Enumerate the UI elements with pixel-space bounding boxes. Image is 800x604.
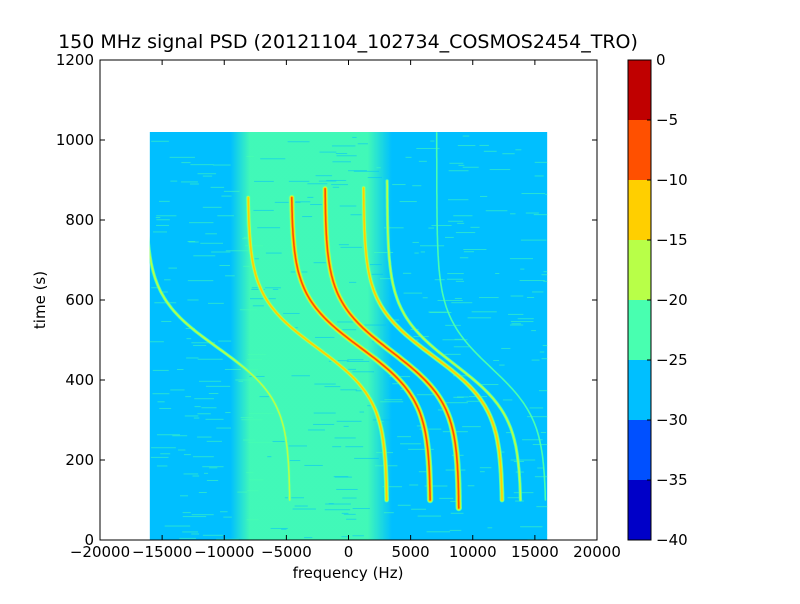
- colorbar-tick-label: −30: [656, 411, 688, 429]
- x-tick-label: 0: [344, 543, 354, 561]
- y-tick-label: 800: [65, 211, 94, 229]
- doppler-trace: [245, 195, 389, 503]
- colorbar-band: [628, 420, 651, 480]
- spectrogram: [149, 132, 548, 540]
- x-tick-label: −20000: [70, 543, 130, 561]
- colorbar-band: [628, 360, 651, 420]
- doppler-trace: [435, 132, 547, 501]
- colorbar-tick-label: −35: [656, 471, 688, 489]
- colorbar-band: [628, 480, 651, 540]
- x-tick-label: 10000: [449, 543, 497, 561]
- x-tick-label: −5000: [261, 543, 312, 561]
- x-tick-label: 15000: [511, 543, 559, 561]
- x-axis: −20000 −15000 −10000 −5000 0 5000 10000 15000 20…: [70, 60, 621, 561]
- doppler-trace: [385, 179, 523, 502]
- colorbar-band: [628, 60, 651, 120]
- y-tick-label: 1000: [56, 131, 94, 149]
- colorbar-tick-label: −40: [656, 531, 688, 549]
- x-tick-label: −15000: [132, 543, 192, 561]
- colorbar-tick-label: 0: [656, 51, 666, 69]
- y-axis-label: time (s): [31, 271, 49, 329]
- x-tick-label: −10000: [194, 543, 254, 561]
- x-axis-label: frequency (Hz): [293, 564, 404, 582]
- colorbar: 0 −5 −10 −15 −20 −25 −30 −35 −40: [627, 51, 688, 549]
- colorbar-tick-label: −25: [656, 351, 688, 369]
- x-tick-label: 20000: [573, 543, 621, 561]
- doppler-trace: [321, 185, 462, 512]
- colorbar-band: [628, 180, 651, 240]
- chart-title: 150 MHz signal PSD (20121104_102734_COSM…: [58, 31, 638, 53]
- colorbar-tick-label: −10: [656, 171, 688, 189]
- y-tick-label: 400: [65, 371, 94, 389]
- doppler-trace: [361, 185, 505, 503]
- y-tick-label: 0: [84, 531, 94, 549]
- colorbar-tick-label: −20: [656, 291, 688, 309]
- colorbar-band: [628, 240, 651, 300]
- y-tick-label: 200: [65, 451, 94, 469]
- doppler-trace: [288, 194, 434, 504]
- colorbar-tick-label: −5: [656, 111, 678, 129]
- y-axis: 0 200 400 600 800 1000 1200: [56, 51, 597, 549]
- colorbar-tick-label: −15: [656, 231, 688, 249]
- colorbar-band: [628, 120, 651, 180]
- doppler-trace: [149, 238, 292, 502]
- y-tick-label: 600: [65, 291, 94, 309]
- x-tick-label: 5000: [392, 543, 430, 561]
- y-tick-label: 1200: [56, 51, 94, 69]
- colorbar-band: [628, 300, 651, 360]
